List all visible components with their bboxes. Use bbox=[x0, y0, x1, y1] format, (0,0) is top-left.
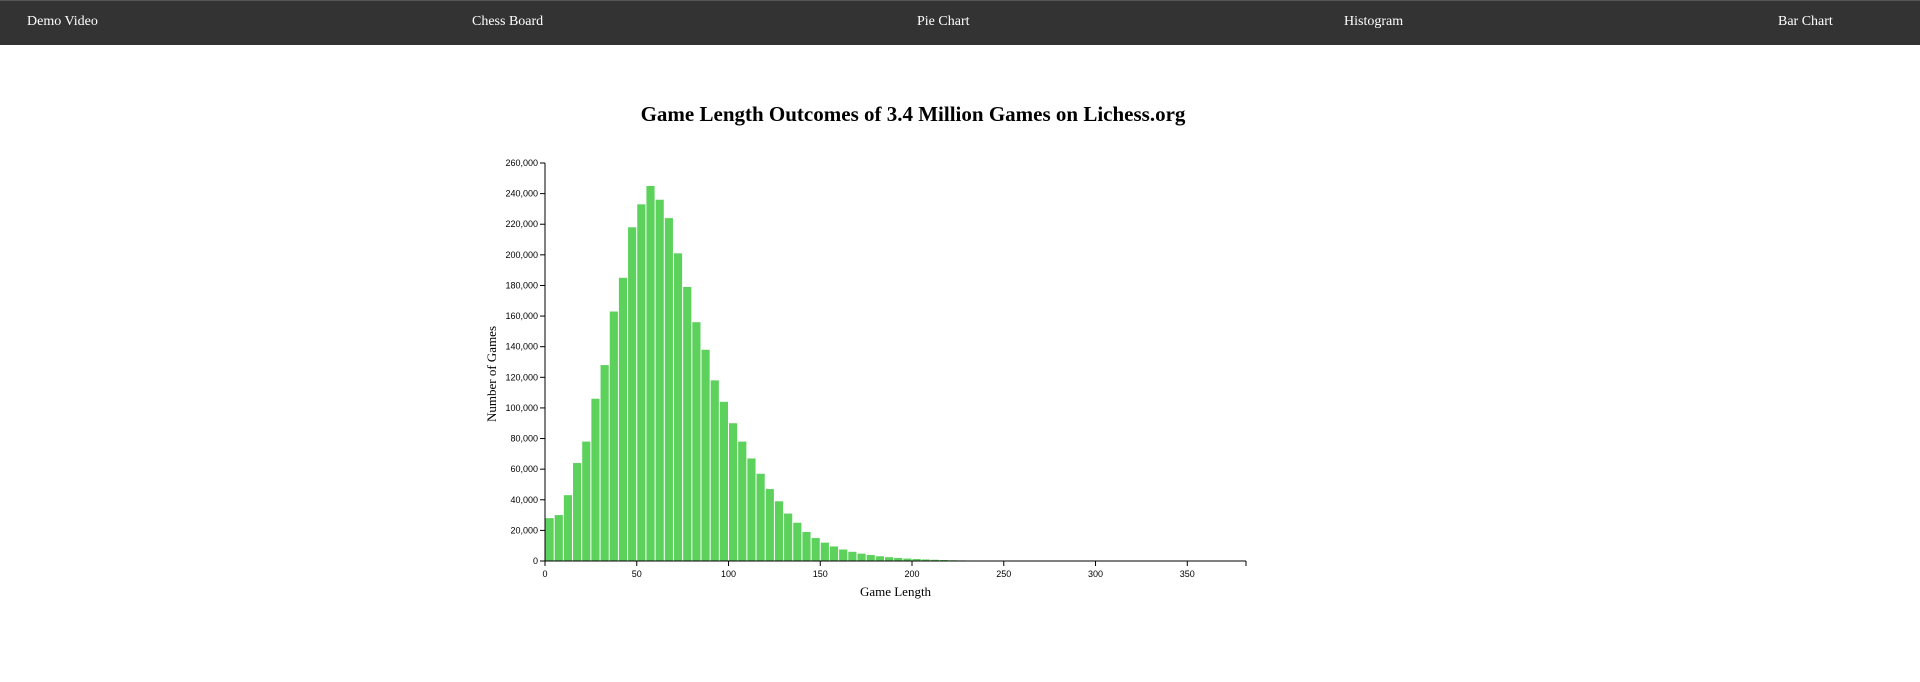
histogram-bar bbox=[903, 558, 912, 561]
histogram-bar bbox=[563, 495, 573, 561]
x-tick-label: 200 bbox=[905, 569, 920, 579]
histogram-bar bbox=[829, 546, 839, 561]
chart-title: Game Length Outcomes of 3.4 Million Game… bbox=[640, 102, 1186, 126]
y-tick-label: 200,000 bbox=[505, 250, 538, 260]
histogram-bar bbox=[646, 185, 655, 561]
histogram-bar bbox=[756, 473, 765, 561]
nav-link-pie-chart[interactable]: Pie Chart bbox=[917, 14, 970, 29]
nav-link-chess-board[interactable]: Chess Board bbox=[472, 14, 544, 29]
y-tick-label: 80,000 bbox=[510, 434, 538, 444]
histogram-bar bbox=[545, 518, 554, 561]
bars-group bbox=[545, 185, 1004, 562]
y-axis: 0 20,000 40,000 60,000 80,000 100,000 120,000 1… bbox=[505, 158, 546, 566]
histogram-bar bbox=[637, 204, 646, 562]
x-axis: 0 50 100 150 200 250 300 350 bbox=[542, 560, 1247, 579]
histogram-bar bbox=[793, 522, 802, 561]
x-tick-label: 300 bbox=[1088, 569, 1103, 579]
histogram-bar bbox=[591, 398, 600, 561]
histogram-bar bbox=[701, 349, 710, 561]
histogram-bar bbox=[554, 515, 563, 561]
histogram-bar bbox=[802, 531, 811, 561]
histogram-bar bbox=[664, 218, 673, 561]
histogram-bar bbox=[710, 380, 719, 561]
x-tick-label: 100 bbox=[721, 569, 736, 579]
y-tick-label: 0 bbox=[533, 556, 538, 566]
histogram-bar bbox=[628, 227, 637, 562]
y-tick-label: 100,000 bbox=[505, 403, 538, 413]
histogram-bar bbox=[747, 458, 756, 561]
histogram-bar bbox=[655, 199, 664, 561]
y-tick-label: 260,000 bbox=[505, 158, 538, 168]
histogram-bar bbox=[894, 557, 903, 561]
histogram-bar bbox=[930, 559, 940, 561]
nav-link-bar-chart[interactable]: Bar Chart bbox=[1778, 14, 1833, 29]
top-navbar: Demo Video Chess Board Pie Chart Histogr… bbox=[0, 0, 1920, 45]
histogram-bar bbox=[848, 551, 857, 561]
x-tick-label: 0 bbox=[542, 569, 547, 579]
y-tick-label: 140,000 bbox=[505, 342, 538, 352]
y-tick-label: 180,000 bbox=[505, 280, 538, 290]
histogram-bar bbox=[573, 463, 582, 561]
histogram-bar bbox=[673, 253, 683, 562]
histogram-bar bbox=[866, 555, 875, 561]
x-axis-title: Game Length bbox=[860, 584, 932, 599]
histogram-bar bbox=[719, 401, 729, 561]
x-tick-label: 250 bbox=[996, 569, 1011, 579]
histogram-bar bbox=[738, 441, 747, 561]
y-tick-label: 240,000 bbox=[505, 189, 538, 199]
histogram-bar bbox=[784, 513, 793, 561]
nav-link-histogram[interactable]: Histogram bbox=[1344, 14, 1404, 29]
y-tick-label: 40,000 bbox=[510, 495, 538, 505]
y-tick-label: 120,000 bbox=[505, 372, 538, 382]
histogram-bar bbox=[774, 501, 784, 561]
histogram-bar bbox=[875, 556, 884, 561]
histogram-bar bbox=[912, 559, 921, 561]
histogram-bar bbox=[857, 553, 866, 561]
histogram-bar bbox=[921, 559, 930, 561]
y-tick-label: 60,000 bbox=[510, 464, 538, 474]
nav-link-demo-video[interactable]: Demo Video bbox=[27, 14, 98, 29]
y-axis-title: Number of Games bbox=[484, 326, 499, 422]
y-tick-label: 20,000 bbox=[510, 525, 538, 535]
histogram-bar bbox=[820, 542, 829, 561]
histogram-bar bbox=[582, 441, 591, 561]
y-tick-label: 160,000 bbox=[505, 311, 538, 321]
histogram-bar bbox=[729, 423, 738, 561]
x-tick-label: 350 bbox=[1180, 569, 1195, 579]
histogram-bar bbox=[811, 538, 820, 561]
histogram-bar bbox=[765, 489, 774, 561]
y-tick-label: 220,000 bbox=[505, 219, 538, 229]
histogram-bar bbox=[683, 286, 692, 561]
histogram-bar bbox=[618, 277, 628, 561]
histogram-bar bbox=[600, 365, 609, 561]
histogram-bar bbox=[609, 311, 618, 561]
histogram-bar bbox=[692, 322, 701, 561]
histogram-bar bbox=[839, 549, 848, 561]
histogram-bar bbox=[884, 557, 894, 561]
x-tick-label: 50 bbox=[632, 569, 642, 579]
x-tick-label: 150 bbox=[813, 569, 828, 579]
